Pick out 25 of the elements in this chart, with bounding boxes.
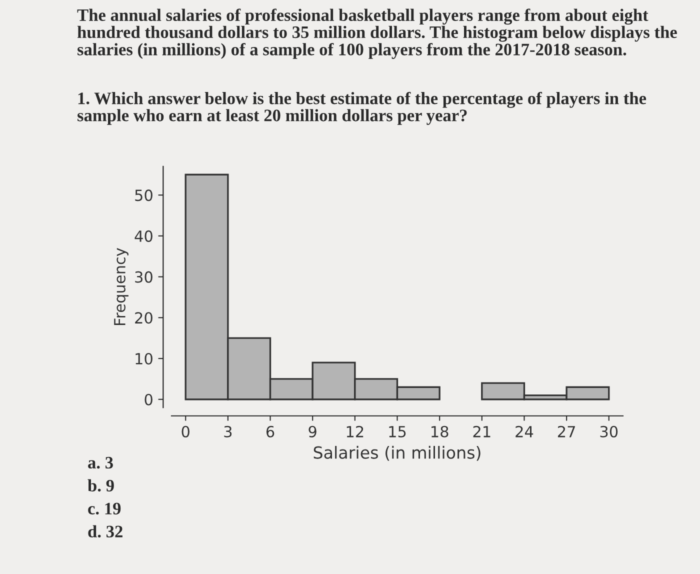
chart-subtitle: 1. Which answer below is the best estimate of the percentage of players in the sample who earn at least 20 million dollars per year?: [78, 92, 646, 125]
y-tick-label: 40: [134, 230, 152, 242]
x-tick-label: 30: [600, 426, 618, 438]
x-axis-title: Salaries (in millions): [314, 446, 480, 461]
chart-title: The annual salaries of professional basketball players range from about eight hundred thousand dollars to 35 million dollars. The histogram below displays the salaries (in millions) of a sample of 100 players from the 2017-2018 season.: [77, 8, 677, 59]
y-tick-label: 50: [135, 190, 152, 202]
x-tick-label: 6: [266, 426, 274, 438]
x-tick-label: 9: [308, 426, 316, 438]
text: c. 19: [88, 502, 121, 515]
y-tick-label: 20: [135, 312, 152, 324]
x-tick-label: 0: [182, 426, 190, 438]
y-tick-label: 10: [136, 352, 152, 365]
text: d. 32: [88, 525, 122, 538]
text: a. 3: [88, 456, 113, 469]
x-tick-label: 18: [432, 426, 448, 438]
x-tick-label: 24: [516, 426, 534, 438]
text: b. 9: [88, 479, 114, 492]
x-tick-label: 12: [346, 426, 364, 438]
x-tick-label: 3: [224, 426, 232, 438]
y-tick-label: 0: [144, 394, 152, 406]
y-tick-label: 30: [135, 271, 152, 283]
y-axis-title: Frequency: [114, 248, 128, 325]
x-tick-label: 27: [558, 426, 575, 438]
x-tick-label: 21: [473, 426, 490, 438]
x-tick-label: 15: [389, 426, 406, 438]
